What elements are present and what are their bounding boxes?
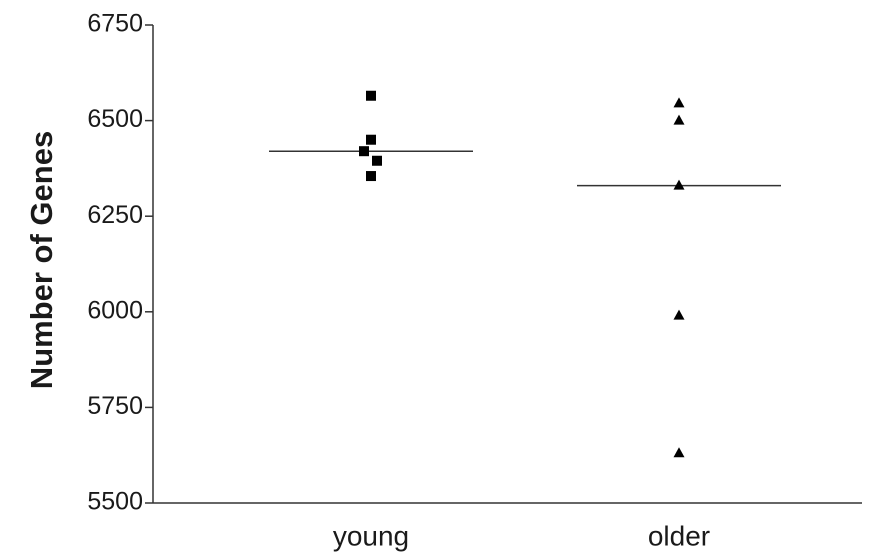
y-tick-label: 6000: [87, 296, 143, 324]
point-square-young: [366, 171, 376, 182]
x-category-label: older: [648, 520, 710, 551]
point-triangle-older: [673, 447, 685, 458]
point-square-young: [359, 146, 369, 157]
point-square-young: [366, 134, 376, 145]
y-tick-label: 5750: [87, 392, 143, 420]
x-category-label: young: [333, 520, 409, 551]
x-axis-labels: young older: [333, 520, 710, 551]
data-points: [359, 90, 685, 458]
point-triangle-older: [673, 97, 685, 108]
point-square-young: [366, 90, 376, 101]
y-axis-title: Number of Genes: [24, 131, 59, 389]
point-square-young: [372, 155, 382, 166]
y-tick-label: 5500: [87, 488, 143, 516]
point-triangle-older: [673, 114, 685, 125]
y-tick-label: 6500: [87, 105, 143, 133]
y-tick-label: 6750: [87, 10, 143, 38]
point-triangle-older: [673, 179, 685, 190]
y-axis-ticks: 5500 5750 6000 6250 6500 6750: [87, 10, 153, 516]
mean-lines: [269, 150, 781, 187]
point-triangle-older: [673, 309, 685, 320]
y-tick-label: 6250: [87, 201, 143, 229]
